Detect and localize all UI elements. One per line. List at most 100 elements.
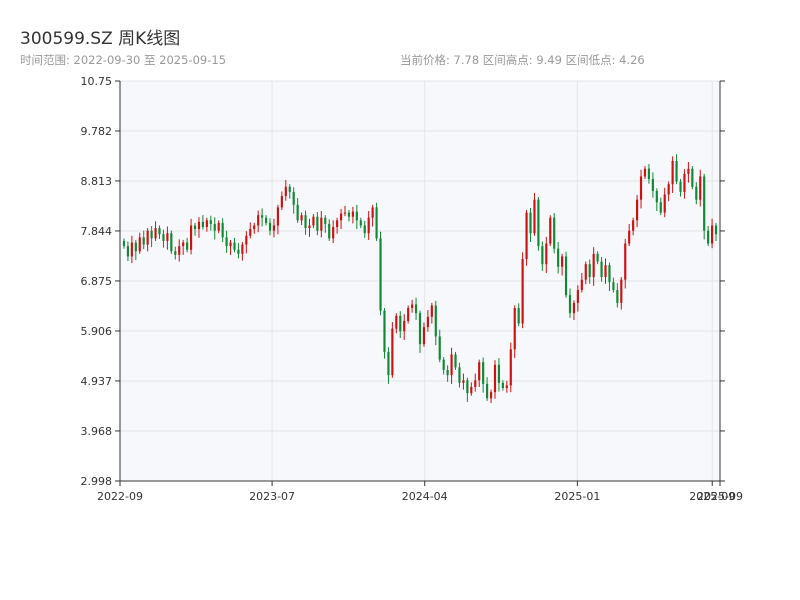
candle <box>328 219 331 241</box>
x-tick-label: 2025-01 <box>554 490 600 503</box>
candle-body <box>537 199 540 247</box>
candle-body <box>158 228 161 235</box>
candle-body <box>533 199 536 234</box>
candle <box>414 297 418 320</box>
candle-body <box>166 233 169 241</box>
candle-body <box>505 385 508 389</box>
candle <box>217 220 220 234</box>
candle-body <box>470 386 473 394</box>
candle-body <box>707 230 710 244</box>
candle <box>395 313 398 334</box>
candle-body <box>576 289 579 303</box>
candle <box>497 358 501 392</box>
candle-body <box>655 190 658 203</box>
candle <box>209 215 212 231</box>
candle <box>201 215 204 230</box>
candle <box>312 214 315 229</box>
candle <box>663 187 666 218</box>
candle-body <box>355 211 358 221</box>
candle-body <box>189 225 193 250</box>
candle-body <box>466 380 469 394</box>
candle-body <box>142 237 145 245</box>
candle <box>383 308 386 359</box>
candle-body <box>454 354 457 368</box>
candle-body <box>699 176 702 200</box>
candle-body <box>600 261 603 278</box>
candle <box>138 232 141 254</box>
candle <box>158 225 161 239</box>
candle-body <box>592 253 595 278</box>
candle <box>533 192 536 236</box>
candle-body <box>197 221 201 230</box>
x-tick-label: 2024-04 <box>402 490 448 503</box>
candle <box>272 218 276 238</box>
candle-body <box>387 351 390 376</box>
candle <box>493 360 497 399</box>
candle-body <box>237 249 240 254</box>
candle-body <box>347 212 351 217</box>
candle <box>572 300 576 320</box>
candle <box>134 239 137 261</box>
candle-body <box>624 243 627 280</box>
candle-body <box>418 313 422 345</box>
candle <box>189 218 193 255</box>
candle <box>557 241 560 274</box>
candle <box>182 239 185 255</box>
candle <box>450 347 453 384</box>
candle <box>714 222 718 241</box>
candle <box>268 218 272 236</box>
candle-body <box>675 160 678 182</box>
candle-body <box>426 316 429 328</box>
candle-body <box>596 253 599 262</box>
candle-body <box>403 320 406 332</box>
candle-body <box>154 228 157 239</box>
candle <box>300 212 303 225</box>
candle-body <box>178 246 181 255</box>
candle-body <box>525 212 528 260</box>
y-tick-label: 5.906 <box>81 325 113 338</box>
y-tick-label: 10.75 <box>81 75 113 88</box>
candle-body <box>407 308 410 321</box>
candle-body <box>430 305 433 317</box>
candle <box>288 184 291 199</box>
candle-body <box>359 220 362 226</box>
candle <box>379 231 382 316</box>
candle-body <box>363 225 366 234</box>
candle <box>691 166 694 190</box>
candle <box>651 172 654 198</box>
candle-body <box>391 328 394 376</box>
candle-body <box>213 223 216 231</box>
candle <box>707 225 710 247</box>
candle <box>332 220 335 244</box>
candle-body <box>683 173 686 192</box>
candle <box>632 217 635 236</box>
candle-body <box>343 212 347 214</box>
candle <box>545 236 548 273</box>
candle-body <box>639 176 643 200</box>
candle <box>541 241 544 271</box>
candle <box>399 311 402 338</box>
candle <box>146 228 149 252</box>
candle <box>588 259 591 284</box>
candle <box>237 243 240 259</box>
candle <box>186 237 189 253</box>
candle <box>418 310 422 353</box>
candle <box>245 231 248 254</box>
candle <box>466 377 469 402</box>
candle-body <box>620 279 623 303</box>
candle <box>486 377 489 401</box>
candle <box>703 173 706 240</box>
candle-body <box>316 216 319 231</box>
candle-body <box>679 181 682 192</box>
candle-body <box>489 392 493 399</box>
candle <box>478 359 481 387</box>
candle-body <box>541 246 544 265</box>
candle <box>564 251 568 298</box>
candle-body <box>146 230 149 245</box>
candle-body <box>553 217 556 249</box>
candle <box>549 215 552 247</box>
candle <box>178 239 181 262</box>
candle-body <box>411 304 414 309</box>
candle <box>292 187 295 214</box>
candle-body <box>328 223 331 239</box>
